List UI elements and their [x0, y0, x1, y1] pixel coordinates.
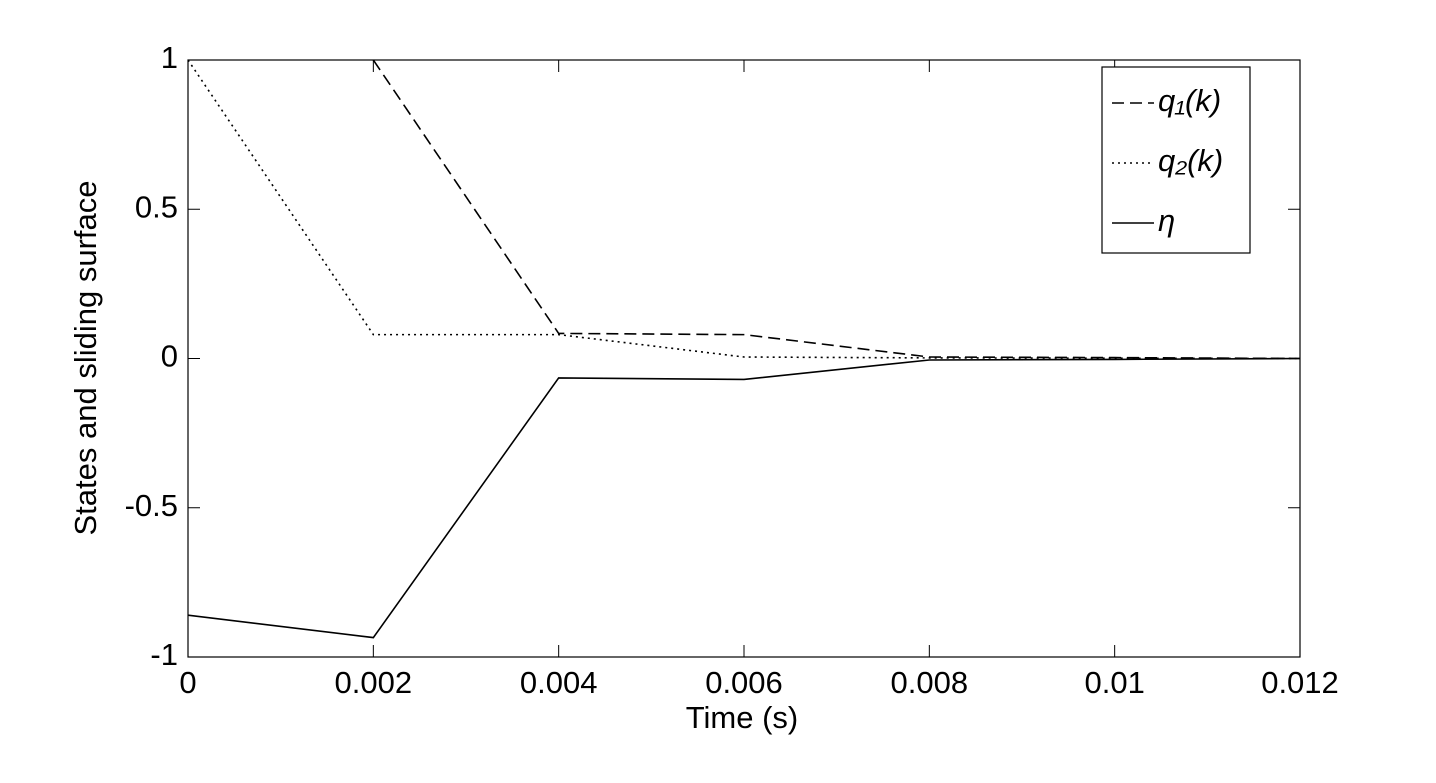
x-tick-label: 0: [179, 665, 196, 700]
y-tick-label: 0: [161, 339, 178, 374]
legend-label: q₁(k): [1158, 83, 1221, 118]
y-tick-label: -1: [150, 637, 178, 672]
x-tick-label: 0.012: [1261, 665, 1339, 700]
y-axis-label: States and sliding surface: [68, 181, 103, 536]
x-tick-label: 0.006: [705, 665, 783, 700]
y-tick-label: 1: [161, 40, 178, 75]
x-axis-label: Time (s): [686, 700, 799, 735]
x-tick-label: 0.002: [335, 665, 413, 700]
x-tick-label: 0.01: [1084, 665, 1144, 700]
x-tick-label: 0.008: [891, 665, 969, 700]
y-tick-label: 0.5: [135, 189, 178, 224]
series-line: [188, 60, 1300, 360]
y-tick-label: -0.5: [125, 488, 178, 523]
legend-label: q₂(k): [1158, 143, 1223, 178]
series-line: [188, 357, 1300, 639]
x-tick-label: 0.004: [520, 665, 598, 700]
legend-box: [1101, 66, 1251, 254]
legend-label: η: [1158, 203, 1175, 238]
plot-frame: [187, 59, 1301, 658]
